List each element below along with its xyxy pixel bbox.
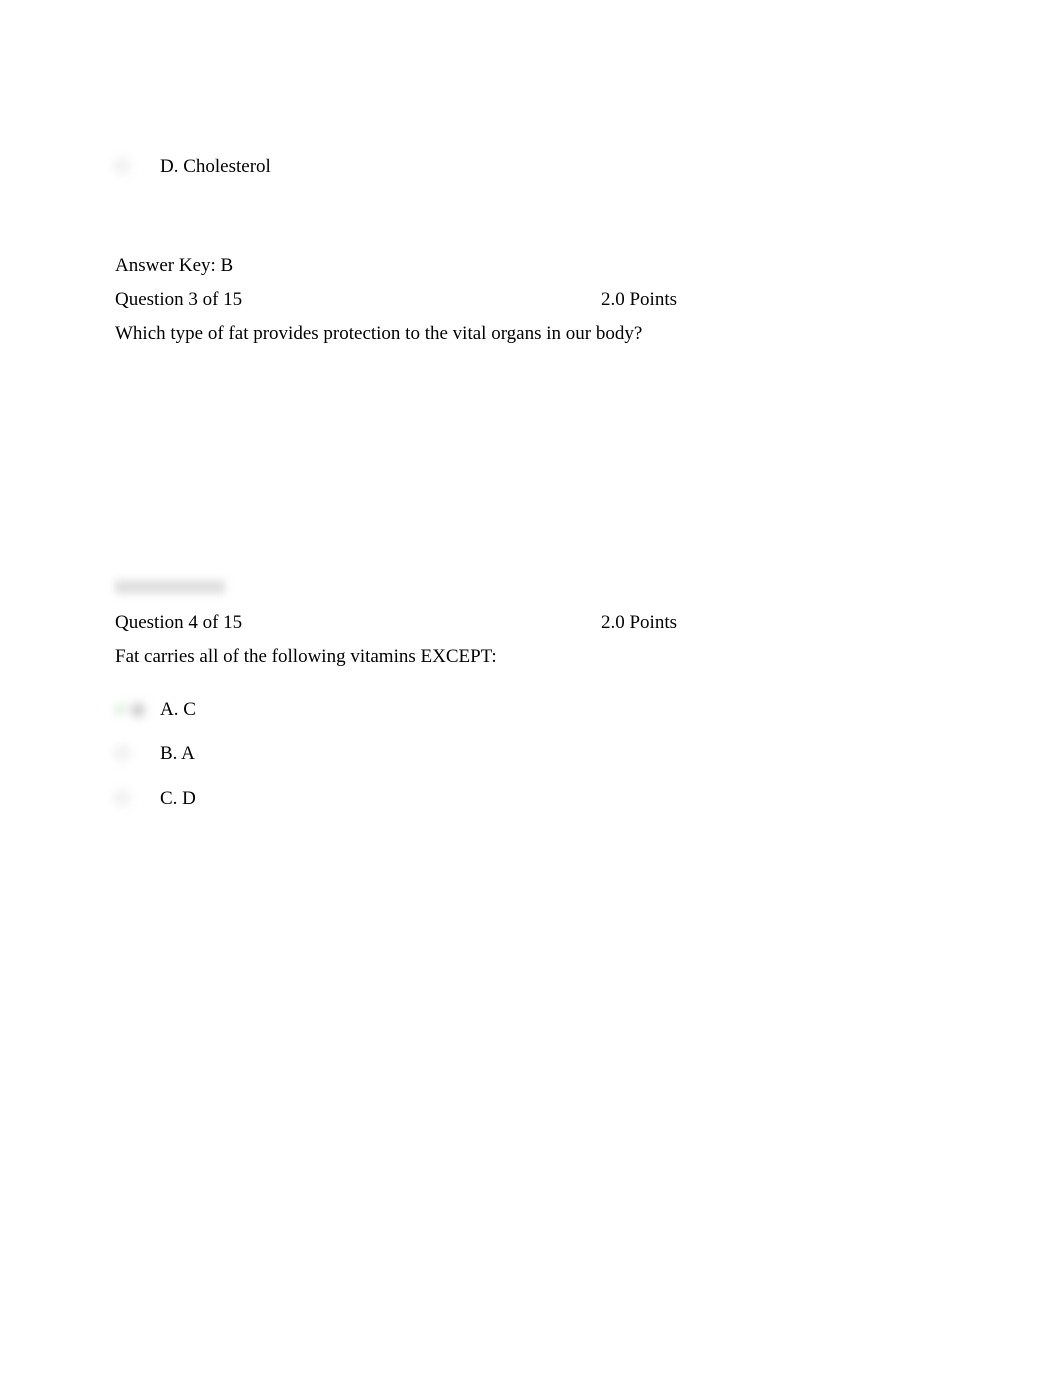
q4-option-b-label: B. A: [160, 742, 195, 767]
option-d-radio-area: [115, 155, 160, 173]
q4-option-a-row: ✔ A. C: [115, 698, 947, 723]
option-d-row: D. Cholesterol: [115, 155, 947, 180]
question4-text: Fat carries all of the following vitamin…: [115, 646, 947, 668]
blurred-content: [115, 580, 225, 594]
question4-points: 2.0 Points: [601, 612, 677, 634]
q4-option-b-row: B. A: [115, 742, 947, 767]
q4-option-a-radio-area: ✔: [115, 698, 160, 719]
question4-number: Question 4 of 15: [115, 612, 242, 634]
question4-header: Question 4 of 15 2.0 Points: [115, 612, 677, 634]
check-icon: ✔: [115, 702, 127, 719]
q4-option-b-radio-area: [115, 742, 160, 760]
question3-header: Question 3 of 15 2.0 Points: [115, 289, 677, 311]
question3-text: Which type of fat provides protection to…: [115, 323, 947, 345]
radio-icon[interactable]: [115, 746, 129, 760]
answer-key-q2: Answer Key: B: [115, 255, 947, 277]
option-d-label: D. Cholesterol: [160, 155, 271, 180]
q4-option-c-row: C. D: [115, 787, 947, 812]
question3-points: 2.0 Points: [601, 289, 677, 311]
radio-icon[interactable]: [115, 791, 129, 805]
q4-option-c-label: C. D: [160, 787, 196, 812]
radio-icon[interactable]: [115, 159, 129, 173]
radio-icon[interactable]: [131, 703, 145, 717]
q4-option-c-radio-area: [115, 787, 160, 805]
q4-option-a-label: A. C: [160, 698, 196, 723]
question3-number: Question 3 of 15: [115, 289, 242, 311]
